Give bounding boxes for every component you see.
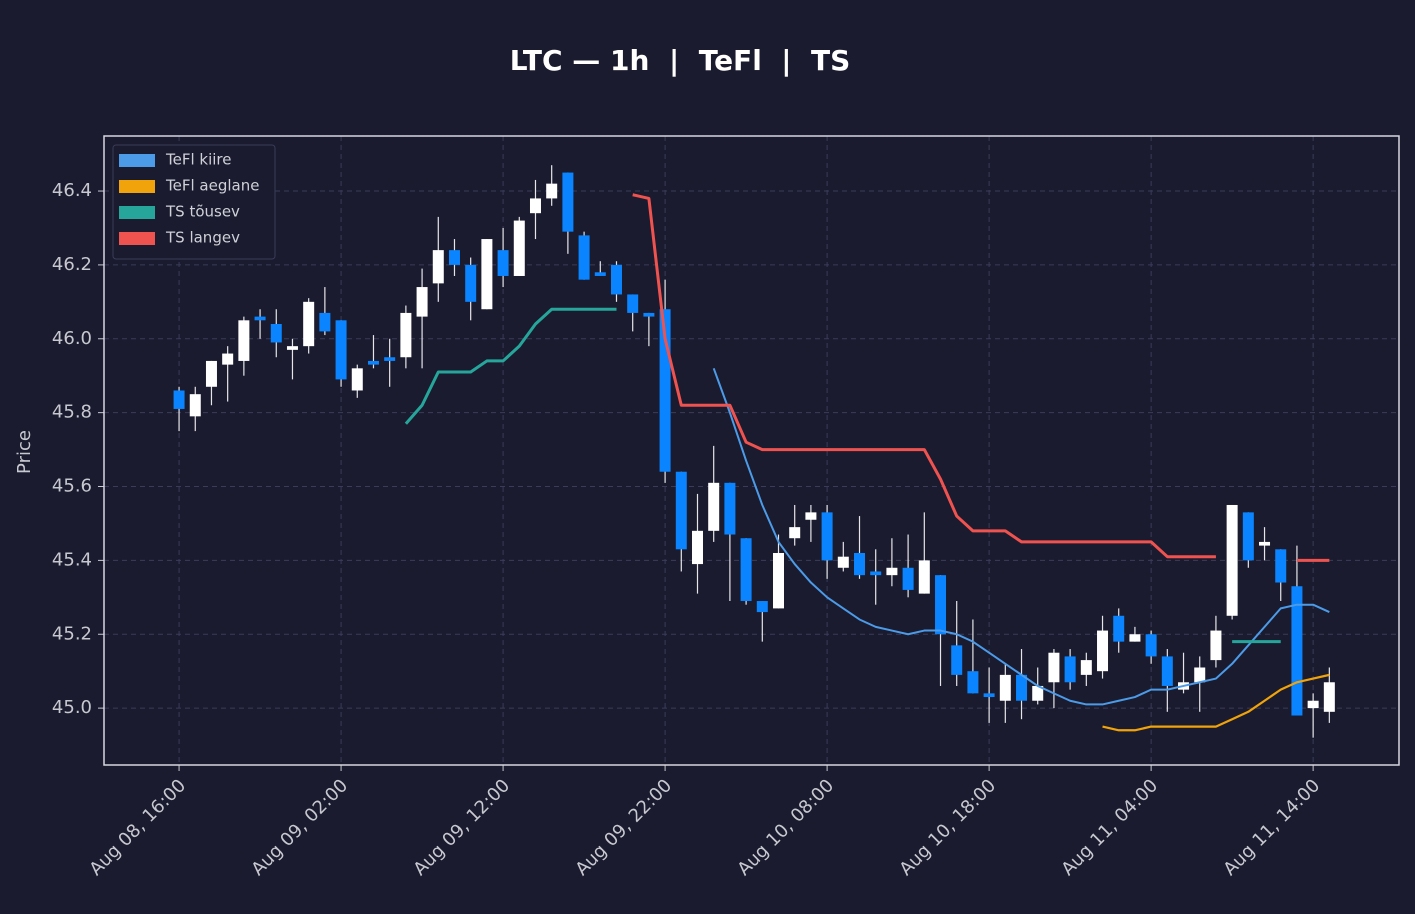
- candle-body: [465, 264, 477, 302]
- legend-swatch: [119, 206, 155, 219]
- candle-body: [1016, 674, 1028, 701]
- candle-body: [789, 527, 801, 539]
- candle-body: [854, 552, 866, 576]
- chart-title: LTC — 1h | TeFl | TS: [510, 44, 851, 77]
- candle-body: [594, 272, 606, 276]
- candle-body: [416, 287, 428, 317]
- candle-body: [708, 482, 720, 531]
- series-line: [632, 193, 1330, 562]
- candle-body: [627, 294, 639, 313]
- legend-label: TeFl kiire: [165, 151, 232, 169]
- series-line: [1102, 673, 1330, 732]
- series-line: [712, 367, 1330, 706]
- candle-body: [562, 172, 574, 232]
- candle-body: [1242, 512, 1254, 561]
- candle-body: [448, 250, 460, 265]
- candle-body: [821, 512, 833, 561]
- y-tick-label: 46.0: [52, 328, 92, 349]
- y-tick-label: 45.2: [52, 623, 92, 644]
- series-line: [404, 307, 1281, 644]
- legend-box: [112, 144, 276, 260]
- y-tick-label: 45.0: [52, 697, 92, 718]
- candle-body: [497, 250, 509, 276]
- candle-body: [1032, 685, 1044, 701]
- candle-body: [254, 316, 266, 321]
- candle-body: [918, 560, 930, 594]
- candle-body: [1291, 586, 1303, 716]
- candle-body: [724, 482, 736, 535]
- candle-body: [1113, 615, 1125, 642]
- candle-body: [432, 250, 444, 284]
- candle-body: [1323, 682, 1335, 712]
- candle-body: [546, 183, 558, 199]
- candle-body: [222, 353, 234, 365]
- candle-body: [870, 571, 882, 576]
- candle-body: [384, 357, 396, 361]
- candle-body: [1226, 504, 1238, 616]
- candle-body: [886, 567, 898, 576]
- candle-body: [659, 309, 671, 472]
- candle-body: [951, 645, 963, 675]
- legend-swatch: [119, 180, 155, 193]
- candle-body: [238, 320, 250, 361]
- candle-body: [351, 368, 363, 391]
- candle-body: [902, 567, 914, 590]
- candle-body: [270, 323, 282, 343]
- candle-body: [335, 320, 347, 380]
- candle-body: [837, 556, 849, 568]
- candle-body: [578, 235, 590, 280]
- candle-body: [1307, 700, 1319, 709]
- candle-body: [967, 671, 979, 694]
- candle-body: [481, 239, 493, 310]
- legend-label: TS langev: [165, 229, 240, 247]
- legend-label: TeFl aeglane: [165, 177, 259, 195]
- candle-body: [319, 312, 331, 332]
- candle-body: [805, 512, 817, 520]
- candle-body: [1145, 634, 1157, 657]
- y-tick-label: 45.6: [52, 476, 92, 497]
- candle-body: [1048, 652, 1060, 683]
- candle-body: [999, 674, 1011, 701]
- plot-frame: [103, 135, 1400, 766]
- y-tick-label: 46.4: [52, 180, 92, 201]
- legend-swatch: [119, 154, 155, 167]
- y-axis-label: Price: [14, 430, 35, 474]
- candle-body: [189, 394, 201, 417]
- candle-body: [1194, 667, 1206, 683]
- candle-body: [1259, 541, 1271, 546]
- legend-swatch: [119, 232, 155, 245]
- candle-body: [1097, 630, 1109, 672]
- candle-body: [935, 575, 947, 635]
- candle-body: [691, 530, 703, 565]
- candle-body: [1275, 549, 1287, 583]
- candle-body: [367, 360, 379, 365]
- candle-body: [1129, 634, 1141, 642]
- y-tick-label: 45.4: [52, 549, 92, 570]
- candle-body: [303, 301, 315, 347]
- y-tick-label: 45.8: [52, 402, 92, 423]
- candle-body: [610, 264, 622, 295]
- candle-body: [1064, 656, 1076, 683]
- candle-body: [173, 390, 185, 409]
- candle-body: [1161, 656, 1173, 686]
- candle-body: [773, 552, 785, 609]
- candle-body: [205, 360, 217, 387]
- y-tick-label: 46.2: [52, 254, 92, 275]
- candle-body: [1080, 660, 1092, 675]
- candle-body: [286, 346, 298, 350]
- candle-body: [1210, 630, 1222, 661]
- candle-body: [643, 312, 655, 317]
- candle-body: [740, 538, 752, 602]
- legend-label: TS tõusev: [165, 203, 240, 221]
- candle-body: [400, 312, 412, 358]
- candle-body: [983, 693, 995, 698]
- candle-body: [513, 220, 525, 276]
- candle-body: [675, 471, 687, 550]
- candle-body: [529, 198, 541, 214]
- candle-body: [756, 601, 768, 613]
